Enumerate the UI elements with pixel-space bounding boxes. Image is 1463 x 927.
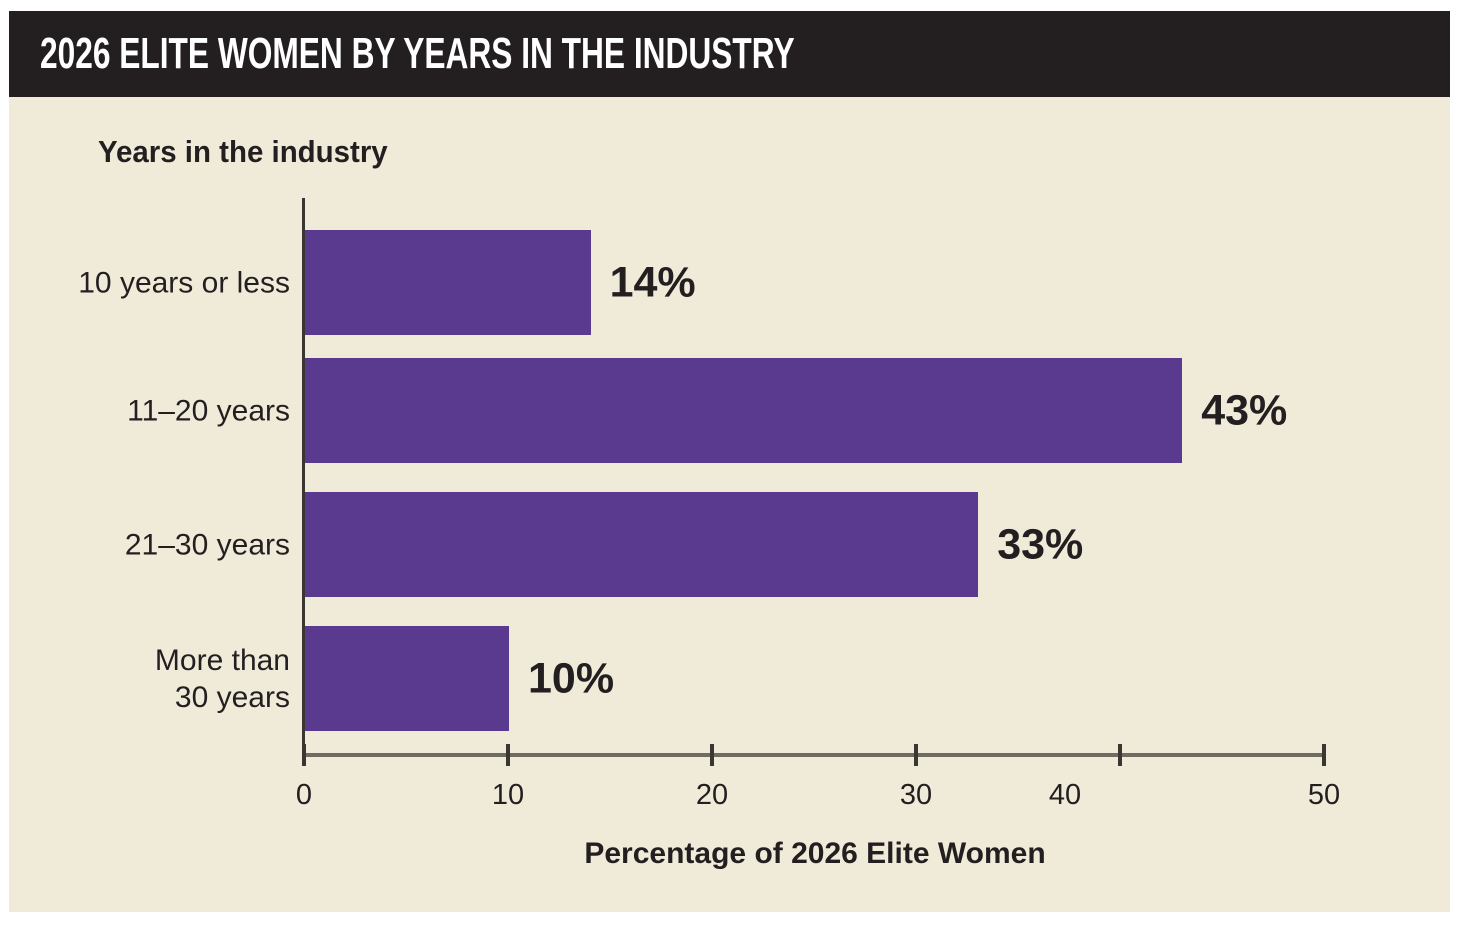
bar-category-label: 10 years or less (78, 266, 290, 299)
x-tick (1322, 744, 1326, 766)
bar-category-label: 11–20 years (127, 394, 290, 427)
chart-panel: 2026 ELITE WOMEN BY YEARS IN THE INDUSTR… (9, 11, 1450, 912)
y-axis-line (302, 198, 305, 758)
x-tick (1118, 744, 1122, 766)
x-tick (506, 744, 510, 766)
x-tick-label: 10 (491, 779, 525, 811)
bar-value-label: 43% (1201, 386, 1288, 434)
x-tick-label: 0 (295, 779, 313, 811)
bar (305, 492, 979, 597)
bar-value-label: 10% (528, 654, 615, 702)
bar-value-label: 33% (997, 520, 1084, 568)
bar-category-label: 21–30 years (124, 528, 290, 561)
x-axis-line (304, 753, 1326, 757)
x-tick (710, 744, 714, 766)
x-tick-label: 50 (1307, 779, 1341, 811)
x-tick (914, 744, 918, 766)
x-tick-label: 30 (899, 779, 933, 811)
bar-category-label: More than 30 years (154, 643, 290, 714)
chart-title-bar: 2026 ELITE WOMEN BY YEARS IN THE INDUSTR… (9, 11, 1450, 97)
bar (305, 358, 1183, 463)
bar-value-label: 14% (609, 258, 696, 306)
plot-area: 10 years or less 14% 11–20 years 43% 21–30 y… (9, 11, 1450, 912)
chart-title: 2026 ELITE WOMEN BY YEARS IN THE INDUSTR… (40, 29, 795, 78)
x-tick-label: 20 (695, 779, 729, 811)
bar (305, 230, 591, 335)
x-axis-title: Percentage of 2026 Elite Women (584, 837, 1046, 870)
bar (305, 626, 509, 731)
x-tick (302, 744, 306, 766)
x-tick-label: 40 (1048, 779, 1082, 811)
y-axis-title: Years in the industry (98, 134, 388, 169)
